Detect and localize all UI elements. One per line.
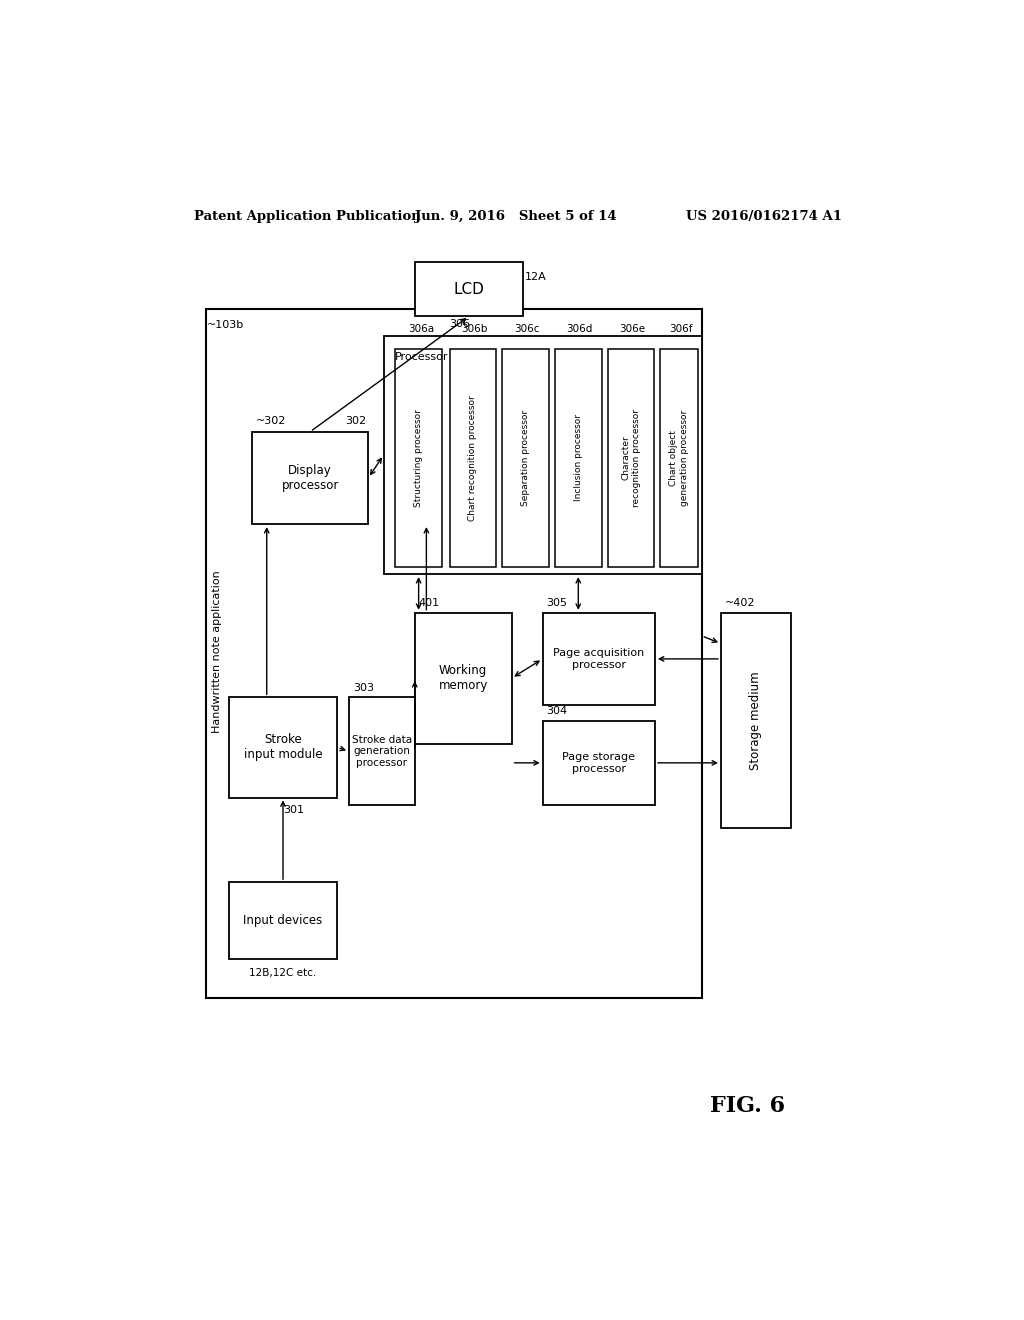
Text: Separation processor: Separation processor: [521, 411, 530, 506]
Bar: [721, 612, 791, 829]
Text: Working
memory: Working memory: [438, 664, 487, 692]
Text: ~402: ~402: [725, 598, 756, 609]
Bar: [228, 697, 337, 797]
Bar: [543, 721, 655, 805]
Text: Character
recognition processor: Character recognition processor: [622, 409, 641, 507]
Bar: [450, 350, 496, 566]
Text: Structuring processor: Structuring processor: [414, 409, 423, 507]
Text: Processor: Processor: [395, 351, 449, 362]
Text: LCD: LCD: [454, 281, 484, 297]
Text: Inclusion processor: Inclusion processor: [573, 414, 583, 502]
Text: 306b: 306b: [461, 323, 487, 334]
Text: 306: 306: [449, 319, 470, 330]
Text: Page storage
processor: Page storage processor: [562, 752, 635, 774]
Bar: [543, 612, 655, 705]
Text: 301: 301: [283, 805, 304, 816]
Text: 306e: 306e: [620, 323, 645, 334]
Text: Input devices: Input devices: [244, 915, 323, 927]
Bar: [415, 612, 512, 743]
Bar: [415, 263, 523, 317]
Bar: [395, 350, 442, 566]
Text: 306f: 306f: [669, 323, 692, 334]
Bar: [555, 350, 601, 566]
Bar: [660, 350, 697, 566]
Text: Stroke
input module: Stroke input module: [244, 734, 323, 762]
Bar: [503, 350, 549, 566]
Text: Page acquisition
processor: Page acquisition processor: [553, 648, 644, 669]
Text: US 2016/0162174 A1: US 2016/0162174 A1: [686, 210, 842, 223]
Text: Handwritten note application: Handwritten note application: [212, 570, 222, 733]
Text: 306d: 306d: [566, 323, 593, 334]
Text: Chart object
generation processor: Chart object generation processor: [670, 409, 689, 506]
Bar: [252, 432, 369, 524]
Text: 303: 303: [352, 682, 374, 693]
Text: Chart recognition processor: Chart recognition processor: [468, 395, 477, 521]
Text: Display
processor: Display processor: [282, 463, 339, 492]
Bar: [206, 309, 701, 998]
Text: ~103b: ~103b: [207, 321, 245, 330]
Text: ~302: ~302: [256, 416, 287, 426]
Text: FIG. 6: FIG. 6: [711, 1094, 785, 1117]
Text: 12B,12C etc.: 12B,12C etc.: [250, 968, 316, 978]
Text: Storage medium: Storage medium: [750, 671, 762, 770]
Text: 401: 401: [419, 598, 439, 609]
Bar: [607, 350, 654, 566]
Bar: [228, 882, 337, 960]
Text: 304: 304: [547, 706, 567, 715]
Bar: [349, 697, 415, 805]
Bar: [384, 335, 701, 574]
Text: Jun. 9, 2016   Sheet 5 of 14: Jun. 9, 2016 Sheet 5 of 14: [415, 210, 616, 223]
Text: Patent Application Publication: Patent Application Publication: [194, 210, 421, 223]
Text: 305: 305: [547, 598, 567, 609]
Text: 12A: 12A: [524, 272, 547, 282]
Text: 306a: 306a: [408, 323, 434, 334]
Text: 302: 302: [345, 416, 367, 426]
Text: Stroke data
generation
processor: Stroke data generation processor: [352, 735, 412, 768]
Text: 306c: 306c: [514, 323, 540, 334]
